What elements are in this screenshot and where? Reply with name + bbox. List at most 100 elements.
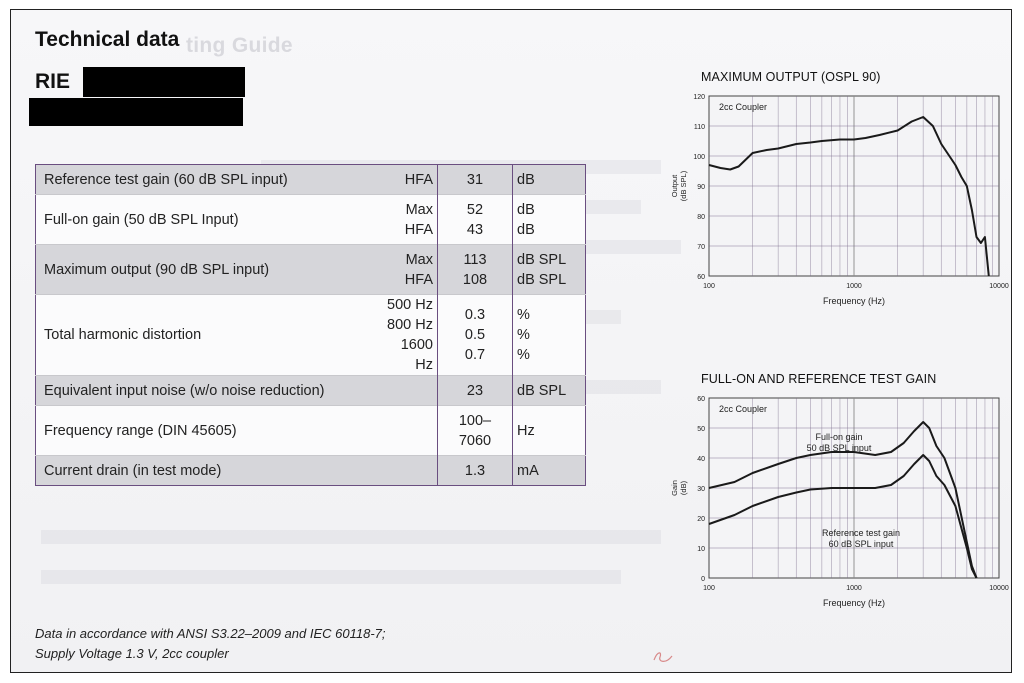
y-tick-label: 80 [697, 214, 705, 221]
table-row: Full-on gain (50 dB SPL Input) Max HFA 52 43… [35, 194, 586, 245]
series-line [708, 421, 978, 579]
table-row: Current drain (in test mode) 1.3 mA [35, 455, 586, 486]
unit-text: % [517, 307, 530, 323]
spec-table: Reference test gain (60 dB SPL input) HFA… [35, 164, 586, 486]
table-row: Maximum output (90 dB SPL input) Max HFA 11… [35, 244, 586, 295]
table-row: Total harmonic distortion 500 Hz 800 Hz 160… [35, 294, 586, 376]
x-axis-label: Frequency (Hz) [823, 598, 885, 608]
unit-text: mA [517, 462, 539, 479]
table-row: Frequency range (DIN 45605) 100– 7060 Hz [35, 405, 586, 456]
value-text: 1.3 [464, 462, 486, 479]
y-tick-label: 60 [697, 396, 705, 403]
unit-text: dB SPL [517, 382, 567, 399]
footnote-line-2: Supply Voltage 1.3 V, 2cc coupler [35, 646, 229, 661]
y-tick-label: 110 [694, 124, 705, 131]
row-unit: dB SPL [512, 375, 586, 406]
redaction-bar [83, 67, 245, 97]
model-name: RIE [35, 70, 71, 93]
y-tick-label: 40 [697, 456, 705, 463]
value-text: 31 [466, 171, 484, 188]
y-axis-label: Output [670, 174, 679, 197]
chart-title-gain: FULL-ON AND REFERENCE TEST GAIN [701, 372, 937, 386]
coupler-annotation: 2cc Coupler [719, 404, 767, 414]
unit-text: dB SPL [517, 271, 567, 288]
page-title: Technical data [35, 28, 180, 51]
value-text: 0.5 [464, 327, 486, 343]
unit-text: Hz [517, 422, 535, 439]
y-axis-label: Gain [670, 480, 679, 496]
row-label: Total harmonic distortion [35, 294, 383, 376]
row-unit: Hz [512, 405, 586, 456]
series-label: Full-on gain [815, 432, 862, 442]
row-value: 0.3 0.5 0.7 [437, 294, 513, 376]
series-line [708, 116, 990, 277]
qualifier-text: 800 Hz [387, 317, 433, 333]
y-tick-label: 50 [697, 426, 705, 433]
row-qualifier: 500 Hz 800 Hz 1600 Hz [383, 294, 438, 376]
value-text: 0.3 [464, 307, 486, 323]
unit-text: dB [517, 171, 535, 188]
x-tick-label: 10000 [989, 585, 1009, 592]
row-value: 52 43 [437, 194, 513, 245]
value-text: 7060 [458, 432, 492, 449]
chart-title-max-output: MAXIMUM OUTPUT (OSPL 90) [701, 70, 881, 84]
y-tick-label: 30 [697, 486, 705, 493]
row-unit: dB [512, 164, 586, 195]
footnote: Data in accordance with ANSI S3.22–2009 … [35, 624, 386, 664]
unit-text: dB [517, 201, 535, 218]
x-tick-label: 10000 [989, 283, 1009, 290]
row-label: Full-on gain (50 dB SPL Input) [35, 194, 383, 245]
value-text: 100– [458, 412, 492, 429]
value-text: 23 [466, 382, 484, 399]
y-axis-label: (dB) [679, 480, 688, 495]
row-label: Maximum output (90 dB SPL input) [35, 244, 383, 295]
row-unit: mA [512, 455, 586, 486]
row-value: 23 [437, 375, 513, 406]
qualifier-text: HFA [404, 171, 433, 188]
x-tick-label: 1000 [846, 283, 862, 290]
y-tick-label: 120 [693, 94, 705, 101]
row-value: 100– 7060 [437, 405, 513, 456]
qualifier-text: HFA [404, 221, 433, 238]
row-value: 1.3 [437, 455, 513, 486]
row-qualifier: Max HFA [383, 244, 438, 295]
row-value: 113 108 [437, 244, 513, 295]
gain-chart: 0 10 20 30 40 50 60 100 1000 10000 Frequency (Hz) G… [670, 396, 1009, 608]
series-label: 60 dB SPL input [829, 539, 894, 549]
row-qualifier: Max HFA [383, 194, 438, 245]
qualifier-text: Max [405, 251, 433, 268]
redaction-bar [29, 98, 243, 126]
value-text: 52 [466, 201, 484, 218]
x-tick-label: 1000 [846, 585, 862, 592]
row-qualifier: HFA [383, 164, 438, 195]
row-label: Equivalent input noise (w/o noise reduct… [35, 375, 438, 406]
row-value: 31 [437, 164, 513, 195]
row-unit: dB dB [512, 194, 586, 245]
x-tick-label: 100 [703, 585, 715, 592]
y-axis-label: (dB SPL) [679, 170, 688, 201]
y-tick-label: 100 [693, 154, 705, 161]
qualifier-text: HFA [404, 271, 433, 288]
row-unit: %%% [512, 294, 586, 376]
unit-text: dB SPL [517, 251, 567, 268]
value-text: 108 [462, 271, 488, 288]
unit-text: % [517, 327, 530, 343]
series-label: Reference test gain [822, 528, 900, 538]
row-label: Current drain (in test mode) [35, 455, 438, 486]
max-output-chart: 60 70 80 90 100 110 120 100 1000 10000 Frequency (… [670, 94, 1009, 306]
row-unit: dB SPL dB SPL [512, 244, 586, 295]
pen-mark [653, 652, 673, 662]
row-label: Reference test gain (60 dB SPL input) [35, 164, 383, 195]
y-tick-label: 60 [697, 274, 705, 281]
y-tick-label: 70 [697, 244, 705, 251]
series-line [708, 454, 978, 579]
y-tick-label: 20 [697, 516, 705, 523]
row-label: Frequency range (DIN 45605) [35, 405, 438, 456]
qualifier-text: 500 Hz [387, 297, 433, 313]
x-axis-label: Frequency (Hz) [823, 296, 885, 306]
value-text: 113 [463, 251, 487, 268]
table-row: Equivalent input noise (w/o noise reduct… [35, 375, 586, 406]
unit-text: dB [517, 221, 535, 238]
y-tick-label: 90 [697, 184, 705, 191]
y-tick-label: 10 [697, 546, 705, 553]
